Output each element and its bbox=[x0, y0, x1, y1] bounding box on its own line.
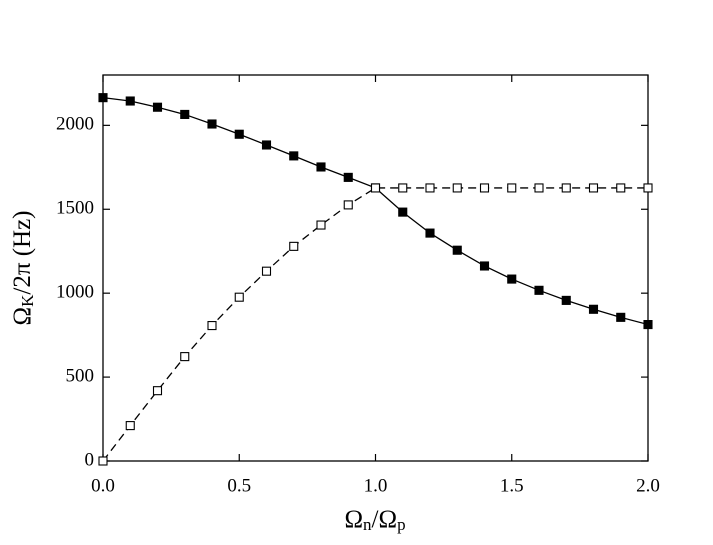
axis-title-part: p bbox=[397, 515, 406, 534]
y-tick-label: 500 bbox=[66, 365, 95, 386]
axis-title-part: /2π (Hz) bbox=[9, 211, 36, 295]
marker bbox=[234, 129, 244, 139]
marker bbox=[152, 386, 163, 396]
marker bbox=[316, 162, 326, 172]
x-tick-label: 2.0 bbox=[636, 475, 660, 496]
marker bbox=[398, 207, 408, 217]
marker bbox=[425, 228, 435, 238]
marker bbox=[452, 245, 462, 255]
y-tick-label: 1500 bbox=[56, 198, 94, 219]
y-axis-title: ΩK/2π (Hz) bbox=[9, 211, 37, 326]
marker bbox=[289, 241, 299, 251]
marker bbox=[616, 183, 626, 193]
series-line bbox=[102, 97, 649, 326]
marker bbox=[125, 421, 135, 431]
marker bbox=[643, 320, 653, 330]
y-tick-label: 2000 bbox=[56, 114, 94, 135]
marker bbox=[534, 285, 544, 295]
x-tick-label: 0.5 bbox=[227, 475, 251, 496]
x-tick-label: 1.0 bbox=[364, 475, 388, 496]
x-tick-label: 0.0 bbox=[91, 475, 115, 496]
axis-title-part: Ω bbox=[9, 307, 36, 326]
marker bbox=[588, 304, 599, 314]
marker bbox=[316, 220, 326, 230]
x-axis-title: Ωn/Ωp bbox=[344, 506, 405, 534]
marker bbox=[234, 292, 244, 302]
axis-title-part: Ω bbox=[344, 506, 363, 533]
marker bbox=[207, 321, 217, 331]
axis-title-part: n bbox=[363, 515, 372, 534]
x-tick-label: 1.5 bbox=[500, 475, 524, 496]
marker bbox=[261, 266, 272, 276]
marker bbox=[507, 274, 517, 284]
axis-title-part: /Ω bbox=[372, 506, 398, 533]
marker bbox=[98, 456, 108, 466]
marker bbox=[261, 140, 272, 150]
marker bbox=[507, 183, 517, 193]
marker bbox=[207, 119, 217, 129]
marker bbox=[343, 172, 353, 182]
marker bbox=[98, 93, 108, 103]
plot-frame bbox=[102, 74, 649, 462]
marker bbox=[180, 109, 190, 119]
marker bbox=[534, 183, 544, 193]
series-line bbox=[102, 187, 648, 462]
axis-title-part: K bbox=[18, 294, 37, 307]
marker bbox=[180, 352, 190, 362]
marker bbox=[289, 151, 299, 161]
marker bbox=[343, 200, 353, 210]
marker bbox=[152, 102, 163, 112]
marker bbox=[398, 183, 408, 193]
y-tick-label: 0 bbox=[85, 449, 95, 470]
marker bbox=[479, 183, 490, 193]
marker bbox=[479, 261, 490, 271]
y-tick-label: 1000 bbox=[56, 282, 94, 303]
marker bbox=[616, 312, 626, 322]
marker bbox=[588, 183, 599, 193]
marker bbox=[425, 183, 435, 193]
marker bbox=[561, 295, 571, 305]
marker bbox=[643, 183, 653, 193]
marker bbox=[452, 183, 462, 193]
marker bbox=[561, 183, 571, 193]
marker bbox=[370, 183, 381, 193]
marker bbox=[125, 96, 135, 106]
